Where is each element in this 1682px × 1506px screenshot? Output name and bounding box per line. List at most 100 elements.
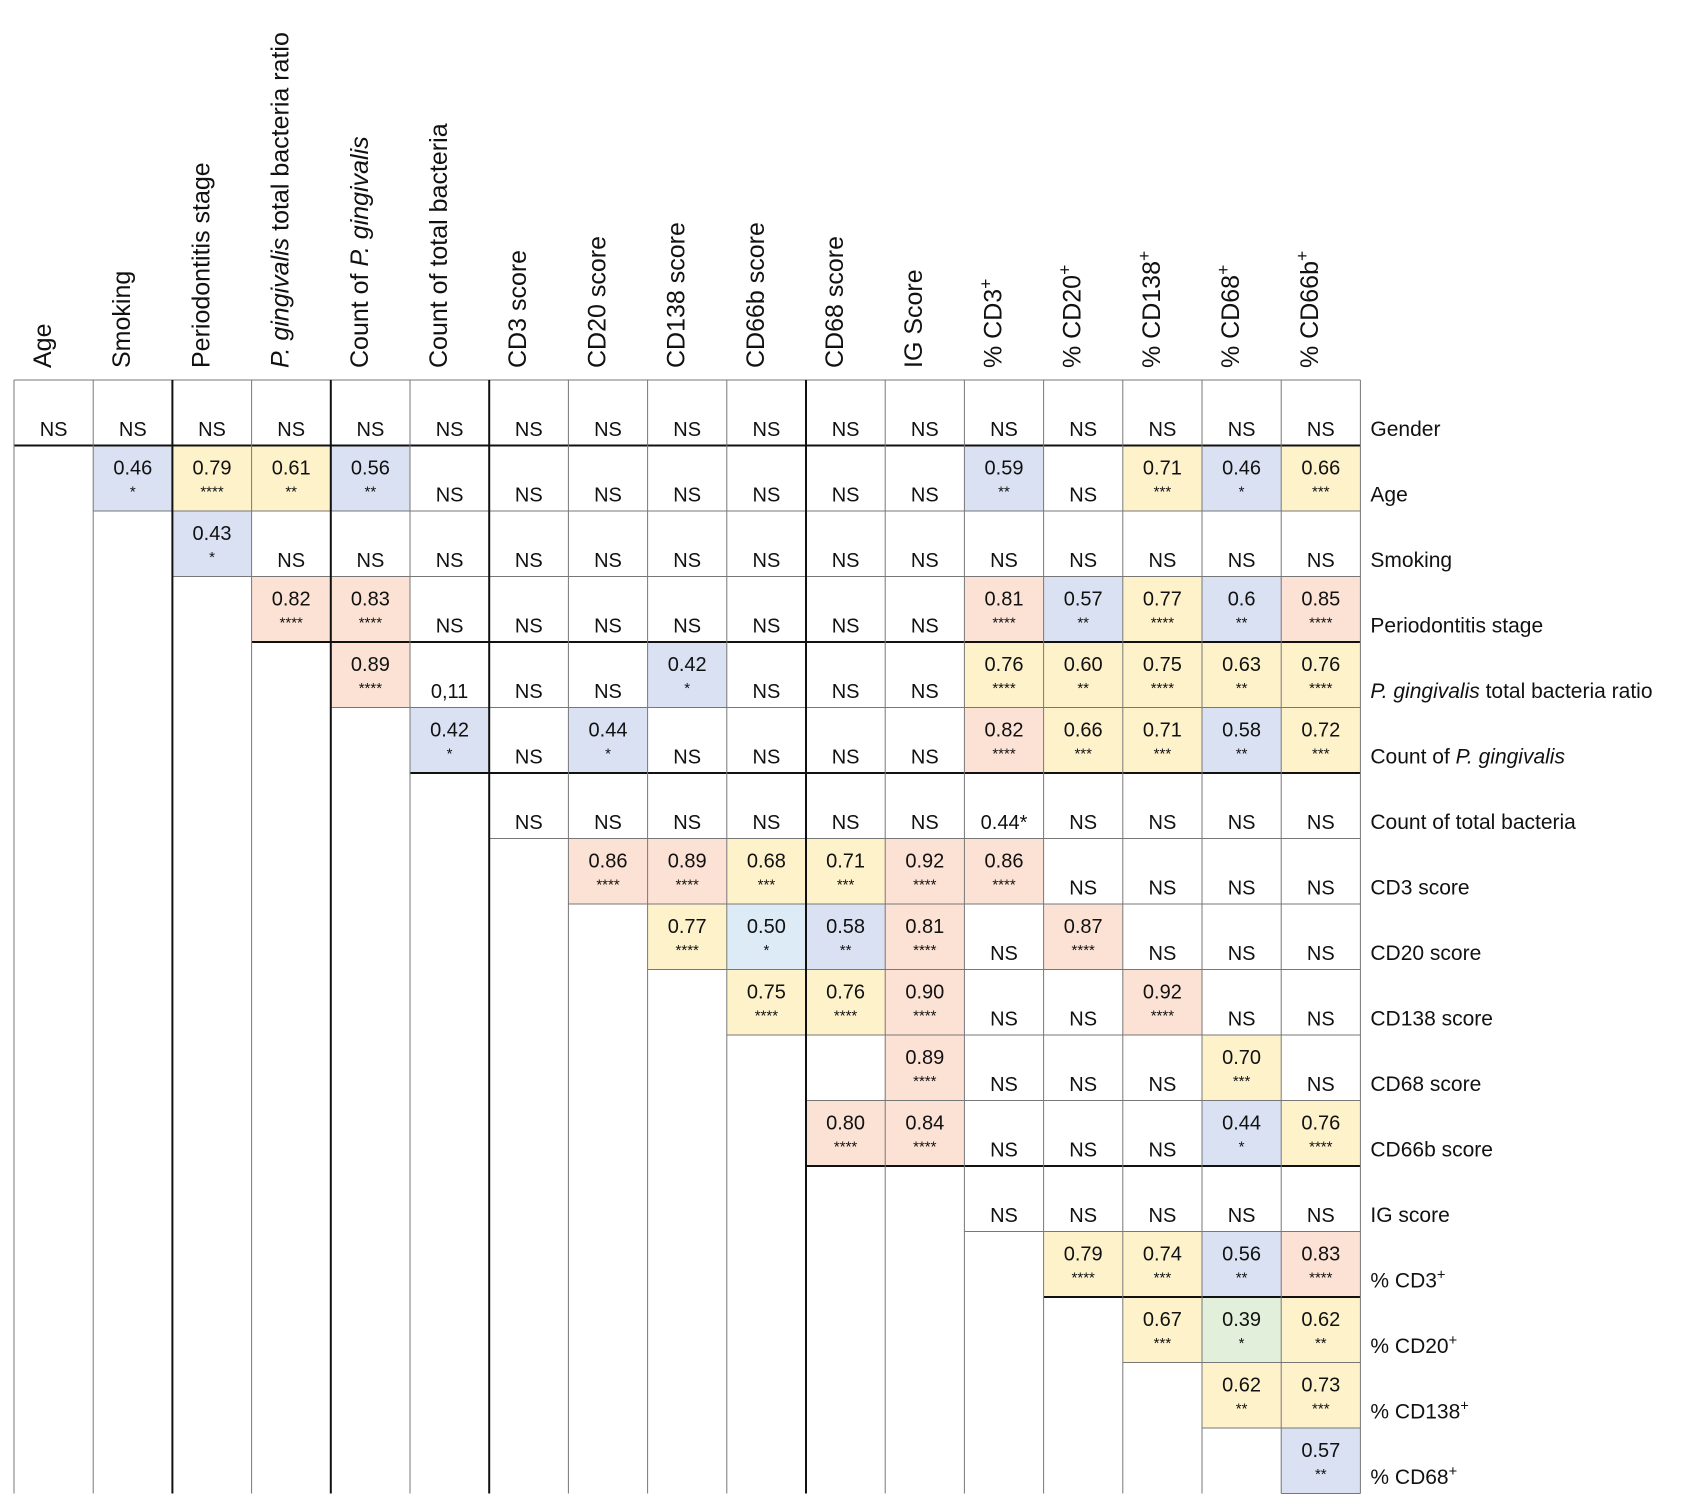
column-header-4-italic: P. gingivalis — [346, 136, 374, 266]
cell-significance-r10-c11: **** — [913, 1073, 937, 1090]
cell-value-r5-c16: 0.72 — [1301, 720, 1340, 742]
cell-fill-r11-c15 — [1202, 1100, 1282, 1166]
cell-value-r4-c16: 0.76 — [1301, 654, 1340, 676]
column-header-12-sup: + — [975, 279, 995, 289]
cell-value-r3-c16: 0.85 — [1301, 589, 1340, 611]
cell-fill-r3-c3 — [251, 576, 331, 642]
column-header-15-sup: + — [1213, 265, 1233, 275]
cell-significance-r3-c4: **** — [359, 615, 383, 632]
cell-value-r1-c14: 0.71 — [1143, 458, 1182, 480]
row-header-11: CD66b score — [1370, 1139, 1493, 1162]
cell-significance-r8-c11: **** — [913, 942, 937, 959]
cell-fill-r5-c7 — [568, 707, 648, 773]
cell-value-r1-c15: 0.46 — [1222, 458, 1261, 480]
cell-value-r9-c14: 0.92 — [1143, 982, 1182, 1004]
column-header-6: CD3 score — [504, 250, 532, 368]
cell-value-r2-c8: NS — [673, 550, 701, 572]
row-header-12: IG score — [1370, 1204, 1449, 1227]
cell-value-r7-c10: 0.71 — [826, 851, 865, 873]
cell-significance-r7-c12: **** — [992, 877, 1016, 894]
row-header-4-rest: total bacteria ratio — [1480, 680, 1653, 703]
cell-significance-r7-c10: *** — [837, 877, 855, 894]
cell-fill-r7-c9 — [726, 838, 806, 904]
row-header-14-text: % CD20 — [1370, 1335, 1448, 1358]
cell-value-r5-c8: NS — [673, 747, 701, 769]
cell-significance-r1-c3: ** — [285, 484, 297, 501]
cell-fill-r4-c15 — [1202, 642, 1282, 708]
cell-value-r2-c14: NS — [1149, 550, 1177, 572]
cell-fill-r1-c16 — [1281, 445, 1361, 511]
cell-significance-r1-c1: * — [130, 484, 136, 501]
cell-value-r8-c15: NS — [1228, 943, 1256, 965]
row-header-5-text: Count of — [1370, 746, 1455, 769]
row-header-2-text: Smoking — [1370, 549, 1452, 572]
cell-significance-r7-c7: **** — [596, 877, 620, 894]
row-header-15-sup: + — [1460, 1399, 1469, 1415]
row-header-13-sup: + — [1437, 1268, 1446, 1284]
cell-value-r1-c6: NS — [515, 485, 543, 507]
cell-value-r2-c13: NS — [1069, 550, 1097, 572]
cell-significance-r11-c16: **** — [1309, 1139, 1333, 1156]
cell-value-r2-c4: NS — [357, 550, 385, 572]
cell-value-r1-c11: NS — [911, 485, 939, 507]
row-header-12-text: IG score — [1370, 1204, 1449, 1227]
cell-significance-r5-c5: * — [447, 746, 453, 763]
cell-value-r7-c12: 0.86 — [985, 851, 1024, 873]
row-header-13: % CD3+ — [1370, 1268, 1445, 1293]
cell-significance-r4-c15: ** — [1236, 680, 1248, 697]
column-header-5-text: Count of total bacteria — [425, 123, 453, 368]
cell-significance-r4-c8: * — [684, 680, 690, 697]
cell-significance-r5-c16: *** — [1312, 746, 1330, 763]
cell-value-r0-c5: NS — [436, 419, 464, 441]
cell-value-r6-c15: NS — [1228, 812, 1256, 834]
cell-value-r6-c11: NS — [911, 812, 939, 834]
cell-value-r0-c6: NS — [515, 419, 543, 441]
cell-significance-r13-c14: *** — [1154, 1270, 1172, 1287]
cell-significance-r11-c15: * — [1239, 1139, 1245, 1156]
row-header-13-text: % CD3 — [1370, 1270, 1437, 1293]
cell-value-r3-c4: 0.83 — [351, 589, 390, 611]
cell-value-r3-c3: 0.82 — [272, 589, 311, 611]
cell-value-r14-c16: 0.62 — [1301, 1309, 1340, 1331]
cell-fill-r1-c14 — [1122, 445, 1202, 511]
cell-significance-r5-c15: ** — [1236, 746, 1248, 763]
column-header-11-text: IG Score — [900, 269, 928, 368]
column-header-13-text: % CD20 — [1059, 275, 1087, 368]
column-header-3-rest: total bacteria ratio — [267, 32, 295, 238]
cell-texts: NS NS NS NS NS NS NS NS NS NS NS NS NS NS NS NS NS 0.46 * 0… — [40, 419, 1341, 1483]
cell-value-r1-c4: 0.56 — [351, 458, 390, 480]
cell-fill-r5-c12 — [964, 707, 1044, 773]
column-header-14-text: % CD138 — [1138, 261, 1166, 368]
row-header-11-text: CD66b score — [1370, 1139, 1493, 1162]
cell-value-r4-c6: NS — [515, 681, 543, 703]
column-header-13-sup: + — [1055, 265, 1075, 275]
cell-value-r1-c1: 0.46 — [113, 458, 152, 480]
column-header-0: Age — [29, 324, 57, 368]
cell-value-r10-c16: NS — [1307, 1074, 1335, 1096]
cell-significance-r2-c2: * — [209, 549, 215, 566]
cell-fill-r3-c13 — [1043, 576, 1123, 642]
cell-value-r6-c14: NS — [1149, 812, 1177, 834]
cell-value-r6-c13: NS — [1069, 812, 1097, 834]
cell-fill-r9-c14 — [1122, 969, 1202, 1035]
cell-value-r6-c9: NS — [753, 812, 781, 834]
cell-fill-r9-c10 — [806, 969, 886, 1035]
cell-value-r3-c6: NS — [515, 616, 543, 638]
cell-value-r12-c16: NS — [1307, 1205, 1335, 1227]
cell-fill-r11-c16 — [1281, 1100, 1361, 1166]
cell-significance-r9-c14: **** — [1151, 1008, 1175, 1025]
column-header-13: % CD20+ — [1055, 265, 1087, 368]
cell-significance-r3-c15: ** — [1236, 615, 1248, 632]
cell-fill-r11-c11 — [885, 1100, 965, 1166]
column-header-7-text: CD20 score — [583, 236, 611, 368]
cell-value-r6-c10: NS — [832, 812, 860, 834]
row-header-1: Age — [1370, 484, 1407, 507]
cell-value-r4-c11: NS — [911, 681, 939, 703]
row-header-14: % CD20+ — [1370, 1333, 1457, 1358]
cell-value-r5-c15: 0.58 — [1222, 720, 1261, 742]
cell-value-r10-c11: 0.89 — [905, 1047, 944, 1069]
cell-fill-r4-c4 — [330, 642, 410, 708]
cell-value-r5-c5: 0.42 — [430, 720, 469, 742]
cell-significance-r7-c9: *** — [758, 877, 776, 894]
cell-fill-r3-c4 — [330, 576, 410, 642]
